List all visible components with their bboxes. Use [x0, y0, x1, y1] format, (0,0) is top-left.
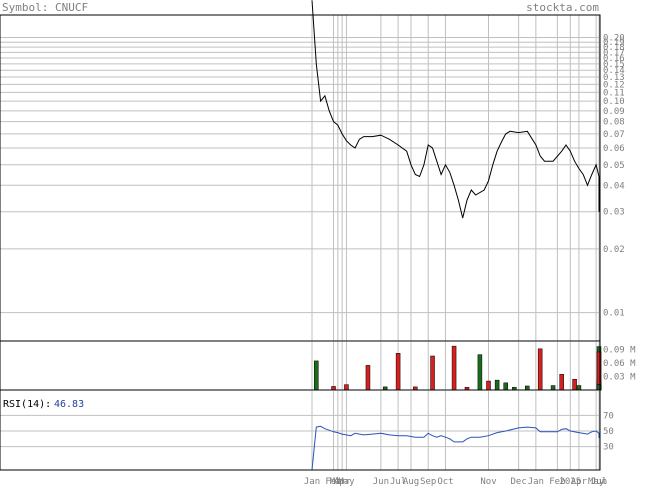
price-tick-label: 0.19	[603, 38, 625, 48]
volume-bar	[503, 382, 508, 391]
price-tick-label: 0.20	[603, 33, 625, 43]
x-tick-label: Jul	[390, 477, 406, 486]
price-grid	[0, 36, 600, 314]
volume-tick-label: 0.09 M	[603, 346, 636, 356]
volume-bar	[537, 348, 543, 391]
volume-bar	[576, 385, 582, 391]
price-tick-label: 0.02	[603, 245, 625, 255]
x-tick-label: Jun	[373, 477, 389, 486]
price-tick-label: 0.12	[603, 80, 625, 90]
volume-bar	[494, 379, 500, 391]
x-tick-label: Nov	[480, 477, 496, 486]
rsi-value: 46.83	[54, 399, 84, 410]
volume-panel: 0.09 M 0.06 M 0.03 M	[0, 340, 636, 391]
price-panel: 0.200.190.180.170.160.150.140.130.120.11…	[0, 0, 625, 342]
volume-bar	[525, 385, 530, 391]
price-tick-label: 0.06	[603, 144, 625, 154]
price-tick-label: 0.07	[603, 130, 625, 140]
price-tick-label: 0.04	[603, 181, 625, 191]
volume-tick-label: 0.06 M	[603, 359, 636, 369]
price-tick-label: 0.16	[603, 54, 625, 64]
x-tick-label: Jan	[304, 477, 320, 486]
rsi-tick-label: 70	[603, 411, 614, 421]
volume-bar	[430, 355, 435, 391]
x-tick-label: Jan	[528, 477, 544, 486]
volume-y-axis: 0.09 M 0.06 M 0.03 M	[603, 346, 636, 383]
price-tick-label: 0.18	[603, 43, 625, 53]
volume-bar	[314, 360, 319, 391]
price-y-axis: 0.200.190.180.170.160.150.140.130.120.11…	[603, 33, 625, 318]
x-tick-label: Apr	[571, 477, 588, 486]
price-tick-label: 0.05	[603, 161, 625, 171]
volume-bar	[477, 354, 483, 391]
volume-bar	[331, 386, 336, 391]
x-tick-label: Oct	[437, 477, 453, 486]
price-tick-label: 0.11	[603, 88, 625, 98]
volume-bar	[365, 365, 371, 391]
x-tick-label: Jun	[591, 477, 607, 486]
symbol-label: Symbol: CNUCF	[2, 1, 88, 14]
x-tick-label: Dec	[511, 477, 527, 486]
x-tick-label: Mar	[330, 477, 347, 486]
volume-bar	[572, 379, 577, 391]
price-tick-label: 0.08	[603, 118, 625, 128]
price-tick-label: 0.09	[603, 107, 625, 117]
x-tick-label: Apr	[334, 477, 351, 486]
x-tick-label: Aug	[403, 477, 419, 486]
rsi-frame	[0, 389, 601, 471]
price-tick-label: 0.13	[603, 73, 625, 83]
price-tick-label: 0.17	[603, 48, 625, 58]
price-tick-label: 0.10	[603, 97, 625, 107]
volume-tick-label: 0.03 M	[603, 373, 636, 383]
rsi-y-axis: 70 50 30	[603, 411, 614, 452]
watermark: stockta.com	[526, 1, 599, 14]
price-tick-label: 0.03	[603, 208, 625, 218]
volume-bar	[550, 385, 556, 391]
rsi-vertical-grid	[311, 391, 600, 470]
rsi-tick-label: 30	[603, 443, 614, 453]
volume-bar	[451, 345, 457, 391]
rsi-tick-label: 50	[603, 427, 614, 437]
x-tick-label: May	[338, 477, 355, 486]
rsi-grid	[0, 414, 600, 448]
price-tick-label: 0.15	[603, 60, 625, 70]
x-tick-label: May	[588, 477, 605, 486]
x-tick-label: 2025	[559, 477, 581, 486]
volume-bar	[344, 384, 349, 391]
rsi-panel: 70 50 30 RSI(14): 46.83	[0, 389, 614, 471]
rsi-label: RSI(14):	[3, 399, 51, 410]
x-tick-label: Jul	[591, 477, 607, 486]
x-tick-label: Sep	[420, 477, 436, 486]
x-tick-label: Feb	[549, 477, 565, 486]
price-tick-label: 0.01	[603, 309, 625, 319]
price-vertical-grid	[311, 15, 600, 341]
volume-bar	[486, 380, 491, 391]
x-tick-label: Feb	[325, 477, 341, 486]
rsi-line	[311, 425, 600, 471]
price-tick-label: 0.14	[603, 66, 625, 76]
price-line	[311, 0, 600, 219]
volume-bar	[559, 374, 564, 391]
volume-bar	[395, 353, 401, 391]
